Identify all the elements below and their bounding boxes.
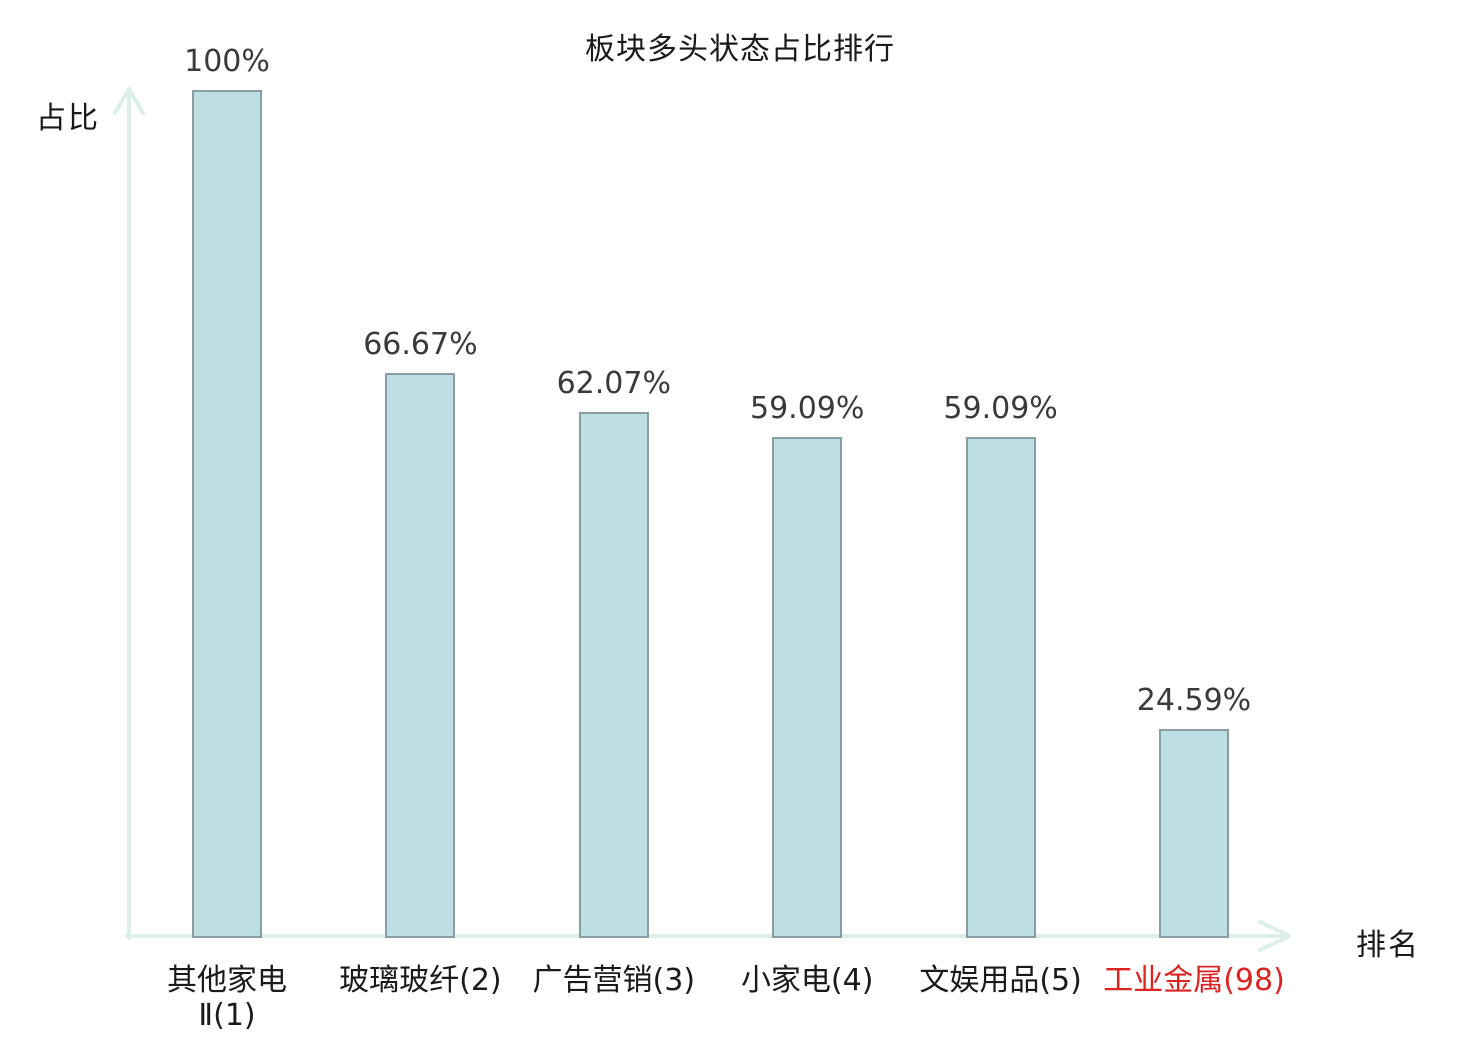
chart-title: 板块多头状态占比排行 — [585, 32, 895, 67]
x-tick-label: 小家电(4) — [740, 963, 874, 998]
bar — [578, 412, 649, 938]
x-tick-label: 其他家电 Ⅱ(1) — [167, 963, 287, 1033]
x-tick-label: 广告营销(3) — [532, 963, 696, 998]
bar — [192, 90, 262, 938]
x-axis-arrowhead-icon — [1258, 920, 1291, 952]
x-tick-label: 玻璃玻纤(2) — [339, 963, 502, 998]
bar — [385, 373, 456, 938]
bar-value-label: 59.09% — [943, 391, 1058, 426]
y-axis-label: 占比 — [36, 101, 100, 136]
bar — [965, 437, 1036, 938]
y-axis-arrowhead-icon — [113, 87, 145, 115]
x-tick-label: 文娱用品(5) — [919, 963, 1082, 998]
bar — [772, 437, 843, 938]
bar-value-label: 62.07% — [556, 366, 671, 401]
bar-value-label: 59.09% — [749, 391, 865, 426]
bar-value-label: 24.59% — [1136, 683, 1252, 718]
x-axis-label: 排名 — [1356, 928, 1420, 963]
bar — [1159, 729, 1229, 938]
x-tick-label: 工业金属(98) — [1103, 963, 1285, 998]
bar-value-label: 66.67% — [363, 327, 478, 362]
bar-value-label: 100% — [184, 44, 270, 79]
